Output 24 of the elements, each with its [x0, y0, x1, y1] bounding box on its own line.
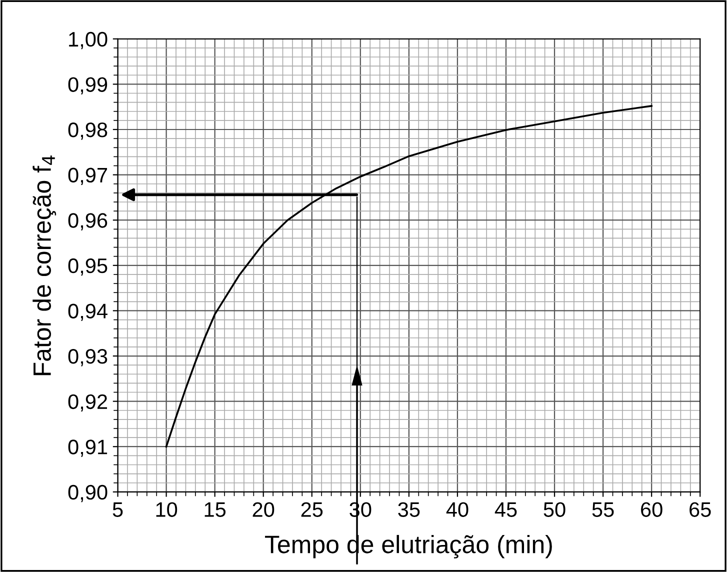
y-tick-label: 0,95: [68, 258, 108, 276]
y-tick-label: 0,92: [68, 394, 108, 412]
x-tick-label: 5: [112, 502, 123, 517]
y-tick-label: 0,97: [68, 168, 108, 186]
y-tick-label: 0,96: [68, 213, 108, 230]
y-tick-label: 1,00: [69, 32, 108, 50]
x-tick-label: 65: [690, 502, 711, 517]
x-tick-label: 45: [494, 502, 517, 517]
x-tick-label: 40: [446, 502, 468, 517]
y-axis-title: Fator de correção f$_{4}$: [32, 156, 56, 376]
y-tick-label: 0,90: [68, 484, 108, 502]
x-tick-label: 50: [544, 502, 566, 517]
y-tick-label: 0,93: [68, 349, 108, 366]
x-tick-label: 10: [156, 502, 178, 517]
x-tick-label: 55: [592, 502, 614, 517]
x-tick-label: 20: [252, 502, 274, 517]
y-tick-label: 0,98: [68, 122, 108, 140]
x-tick-label: 15: [204, 502, 226, 517]
y-tick-label: 0,99: [68, 77, 108, 94]
y-tick-label: 0,94: [68, 304, 108, 321]
x-tick-label: 35: [398, 502, 420, 517]
x-tick-label: 60: [641, 502, 662, 517]
x-tick-label: 25: [301, 502, 323, 517]
y-tick-label: 0,91: [68, 440, 108, 457]
